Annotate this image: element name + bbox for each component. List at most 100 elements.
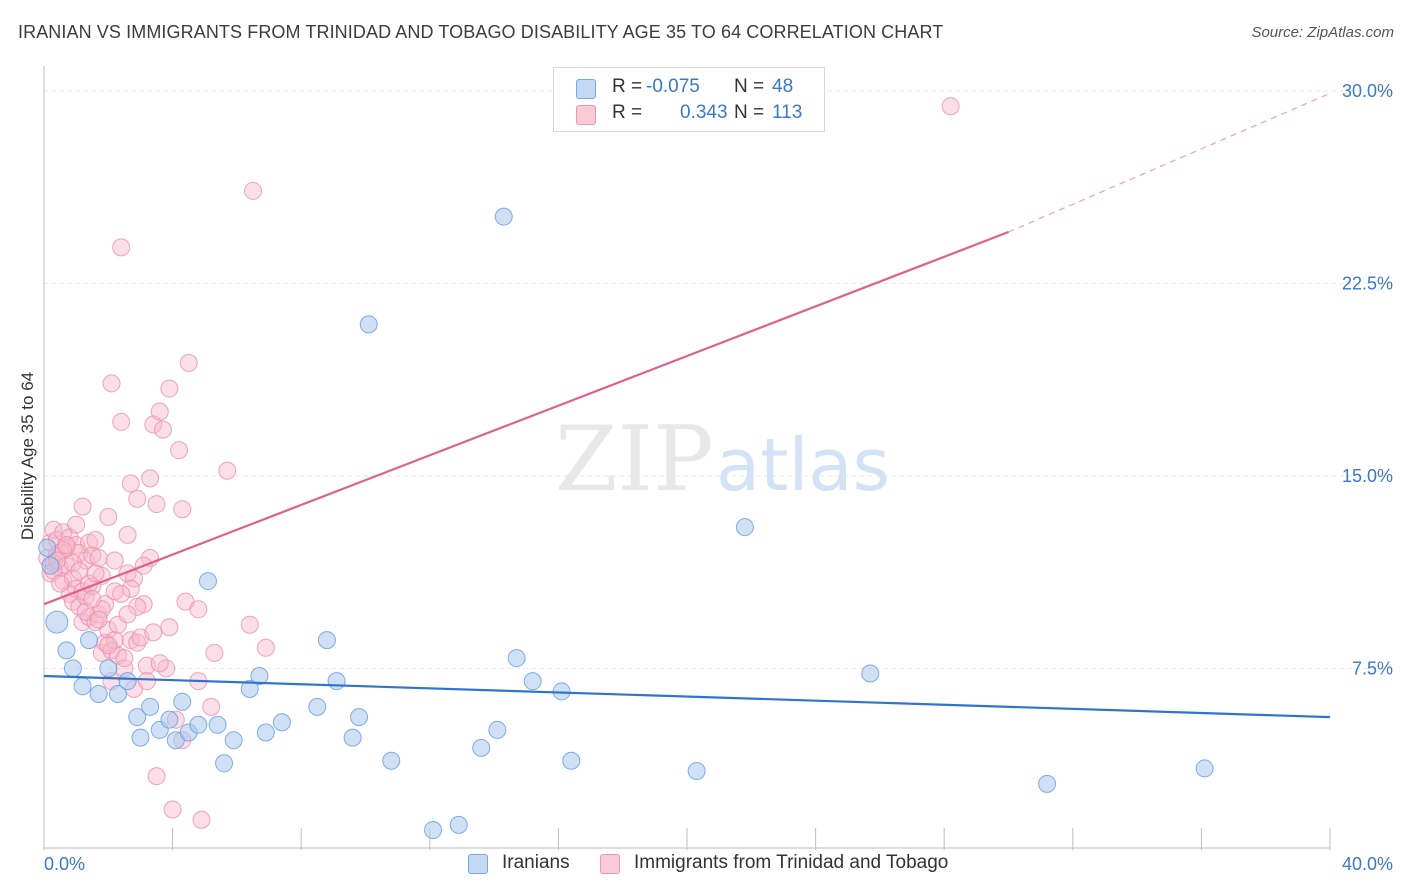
data-point-trinidad <box>170 441 189 460</box>
data-point-iranian <box>507 649 526 668</box>
data-point-trinidad <box>137 672 156 691</box>
data-point-trinidad <box>57 536 76 555</box>
data-point-iranian <box>89 685 108 703</box>
data-point-trinidad <box>112 584 131 603</box>
data-point-trinidad <box>205 643 224 662</box>
data-point-iranian <box>1038 774 1057 793</box>
tick-labels: 7.5% 15.0% 22.5% 30.0% 0.0% 40.0% Disability A… <box>18 81 1393 874</box>
data-point-trinidad <box>121 474 140 493</box>
data-point-trinidad <box>115 649 134 668</box>
series-iranians-points <box>38 207 1214 840</box>
data-point-iranian <box>472 738 491 757</box>
legend-r-value: 0.343 <box>680 102 728 123</box>
data-point-trinidad <box>63 554 82 573</box>
data-point-trinidad <box>89 548 108 567</box>
data-point-iranian <box>861 664 880 683</box>
data-point-iranian <box>73 677 92 696</box>
data-point-trinidad <box>112 412 131 431</box>
x-tick-label: 40.0% <box>1342 854 1393 874</box>
axes <box>43 66 1331 850</box>
data-point-iranian <box>382 751 401 770</box>
watermark-atlas: atlas <box>716 423 890 507</box>
legend-n-label: N = <box>734 76 765 97</box>
data-point-trinidad <box>89 610 108 629</box>
watermark: ZIP atlas <box>555 407 890 512</box>
data-point-iranian <box>173 692 192 711</box>
legend-r-value: -0.075 <box>646 76 700 97</box>
legend-n-value: 48 <box>772 76 794 97</box>
data-point-trinidad <box>173 500 192 519</box>
data-point-trinidad <box>73 497 92 516</box>
data-point-trinidad <box>240 615 259 634</box>
data-point-iranian <box>99 659 118 678</box>
data-point-iranian <box>224 731 243 750</box>
data-point-trinidad <box>179 353 198 372</box>
data-point-trinidad <box>121 579 140 598</box>
data-point-iranian <box>523 672 542 691</box>
gridlines <box>44 90 1392 669</box>
legend-swatch-pink <box>576 105 596 125</box>
series-trinidad-points <box>38 97 960 829</box>
data-point-trinidad <box>86 564 105 583</box>
data-point-trinidad <box>128 597 147 616</box>
correlation-legend: R = -0.075 N = 48 R = 0.343 N = 113 <box>553 67 825 132</box>
data-point-iranian <box>41 556 60 575</box>
data-point-iranian <box>141 697 160 716</box>
trend-lines <box>43 92 1331 719</box>
legend-n-value: 113 <box>772 102 803 123</box>
data-point-trinidad <box>218 461 237 480</box>
data-point-iranian <box>494 207 513 226</box>
data-point-trinidad <box>243 181 262 200</box>
data-point-iranian <box>118 672 137 691</box>
data-point-trinidad <box>70 561 89 580</box>
y-tick-label: 22.5% <box>1342 273 1393 293</box>
data-point-trinidad <box>256 638 275 657</box>
data-point-iranian <box>488 720 507 739</box>
data-point-iranian <box>272 713 291 732</box>
data-point-iranian <box>131 728 150 747</box>
data-point-iranian <box>250 667 269 686</box>
data-point-iranian <box>128 708 147 727</box>
source-label: Source: ZipAtlas.com <box>1251 24 1394 41</box>
legend-r-label: R = <box>612 76 643 97</box>
data-point-trinidad <box>202 697 221 716</box>
trend-line-trinidad-extension <box>1008 92 1331 233</box>
data-point-iranian <box>687 762 706 780</box>
data-point-trinidad <box>102 374 121 393</box>
y-tick-label: 7.5% <box>1352 658 1393 678</box>
data-point-iranian <box>189 715 208 734</box>
watermark-zip: ZIP <box>555 407 714 512</box>
legend-swatch-blue <box>468 854 488 874</box>
data-point-trinidad <box>141 469 160 488</box>
legend-label: Immigrants from Trinidad and Tobago <box>634 852 949 873</box>
data-point-trinidad <box>147 767 166 786</box>
data-point-iranian <box>63 659 82 678</box>
data-point-iranian <box>327 672 346 691</box>
data-point-iranian <box>57 641 76 660</box>
data-point-trinidad <box>941 97 960 116</box>
data-point-trinidad <box>147 495 166 514</box>
data-point-iranian <box>359 315 378 334</box>
data-point-iranian <box>1195 759 1214 778</box>
data-point-iranian <box>317 631 336 650</box>
data-point-trinidad <box>160 618 179 637</box>
data-point-iranian <box>735 518 754 537</box>
trend-line-trinidad <box>43 230 1009 606</box>
data-point-trinidad <box>99 636 118 655</box>
data-point-iranian <box>215 754 234 773</box>
data-point-trinidad <box>128 633 147 652</box>
data-point-trinidad <box>150 402 169 421</box>
data-point-trinidad <box>83 590 102 609</box>
y-tick-label: 30.0% <box>1342 81 1393 101</box>
data-point-trinidad <box>118 525 137 544</box>
data-point-iranian <box>108 685 127 703</box>
data-point-iranian <box>45 610 69 634</box>
data-point-trinidad <box>163 800 182 819</box>
legend-swatch-blue <box>576 79 596 99</box>
legend-n-label: N = <box>734 102 765 123</box>
data-point-iranian <box>449 815 468 834</box>
data-point-iranian <box>308 697 327 716</box>
y-axis-label: Disability Age 35 to 64 <box>18 372 37 540</box>
data-point-trinidad <box>67 515 86 534</box>
